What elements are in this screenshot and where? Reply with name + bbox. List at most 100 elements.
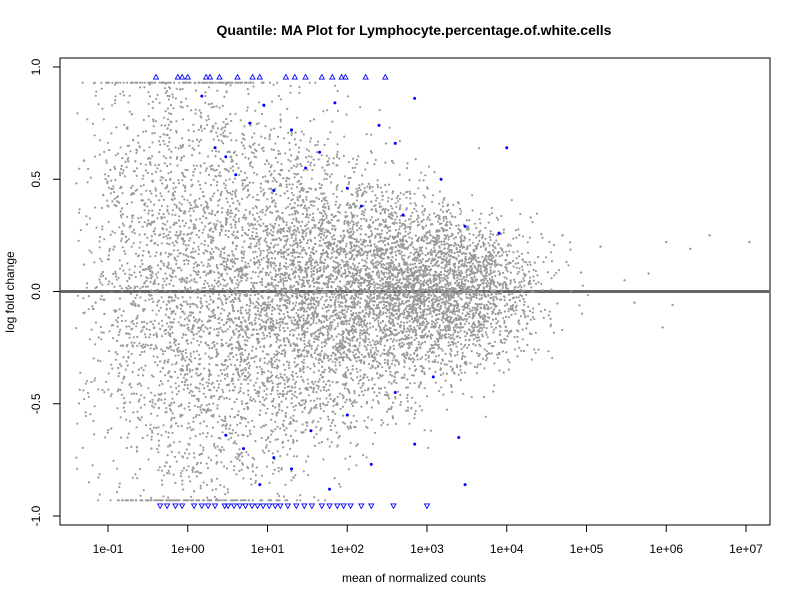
clipped-down-marker-25 [334,503,341,510]
point-3 [103,312,106,316]
point-2 [99,281,102,284]
clipped-down-marker-7 [211,503,219,510]
x-tick-label-1: 1e+00 [171,542,205,556]
significant-point-30 [393,391,397,395]
point-39 [748,240,751,244]
clipped-down-marker-22 [308,503,316,510]
significant-point-15 [401,213,405,217]
point-14 [162,133,165,136]
point-11 [144,267,148,271]
clipped-down-marker-24 [326,503,333,510]
clipped-down-marker-30 [390,503,397,510]
clipped-down-marker-6 [204,503,212,510]
point-6 [120,207,124,210]
significant-point-1 [213,146,217,150]
x-axis-label: mean of normalized counts [342,571,486,585]
point-30 [599,245,602,248]
clipped-down-marker-29 [367,503,375,510]
significant-point-13 [377,123,381,127]
clipped-up-marker-6 [216,73,223,80]
point-16 [178,88,182,91]
significant-point-19 [497,231,501,235]
x-tick-label-3: 1e+02 [330,542,364,556]
y-tick-label-1: -0.5 [29,393,43,414]
point-27 [481,335,484,338]
point-10 [138,382,141,385]
point-21 [258,413,261,417]
clipped-down-marker-8 [221,503,228,510]
point-25 [408,357,411,361]
significant-point-25 [290,467,294,471]
clipped-up-marker-4 [202,73,210,80]
clipped-down-marker-16 [265,503,273,510]
significant-point-3 [234,173,238,177]
y-tick-label-4: 1.0 [29,58,43,75]
clipped-down-marker-14 [254,503,261,510]
clipped-up-marker-1 [174,73,182,80]
clipped-down-marker-13 [248,503,256,510]
significant-point-33 [457,435,461,439]
point-37 [689,247,692,251]
clipped-up-marker-17 [362,73,369,80]
significant-point-16 [413,96,417,100]
clipped-down-marker-4 [190,503,198,510]
significant-point-31 [413,442,417,446]
clipped-up-marker-18 [382,73,389,80]
significant-point-11 [345,186,349,190]
point-5 [115,339,119,343]
point-32 [633,301,636,304]
clipped-up-marker-7 [234,73,241,80]
significant-point-20 [505,146,509,150]
clipped-down-marker-10 [230,503,238,510]
clipped-down-marker-3 [178,503,186,510]
significant-point-14 [393,141,397,145]
significant-point-8 [304,166,308,170]
clipped-up-marker-0 [152,73,160,80]
significant-point-23 [258,483,262,487]
point-38 [708,234,711,237]
significant-point-5 [262,103,266,107]
clipped-down-marker-31 [423,503,431,510]
significant-point-34 [463,483,467,487]
clipped-up-marker-16 [342,73,349,80]
point-36 [671,303,674,307]
point-7 [123,375,126,379]
x-tick-label-7: 1e+06 [649,542,683,556]
point-33 [647,272,650,275]
clipped-down-marker-5 [198,503,206,510]
chart-title: Quantile: MA Plot for Lymphocyte.percent… [217,22,612,38]
point-18 [210,106,213,109]
x-tick-label-0: 1e-01 [93,542,124,556]
clipped-up-marker-12 [302,73,309,80]
clipped-down-marker-11 [236,503,244,510]
y-tick-label-3: 0.5 [29,171,43,188]
x-tick-label-6: 1e+05 [570,542,604,556]
background-point-cloud [75,81,590,502]
x-tick-label-5: 1e+04 [490,542,524,556]
clipped-up-marker-11 [291,73,299,80]
clipped-down-marker-26 [340,503,347,510]
significant-point-32 [431,375,435,379]
clipped-down-marker-12 [242,503,249,510]
significant-point-28 [345,413,349,417]
point-28 [529,216,532,219]
point-34 [661,326,664,329]
x-tick-label-8: 1e+07 [729,542,763,556]
clipped-down-marker-17 [271,503,279,510]
clipped-down-marker-0 [156,503,164,510]
y-tick-label-0: -1.0 [29,505,43,526]
significant-point-24 [272,456,276,460]
significant-point-0 [200,94,204,98]
clipped-down-marker-18 [277,503,284,510]
point-0 [82,263,86,266]
point-13 [154,189,158,192]
point-4 [113,245,116,248]
significant-point-2 [224,155,228,159]
clipped-down-marker-27 [347,503,354,510]
point-29 [561,234,564,237]
x-tick-label-4: 1e+03 [410,542,444,556]
point-12 [150,447,153,450]
clipped-down-marker-1 [163,503,171,510]
point-35 [665,240,668,244]
